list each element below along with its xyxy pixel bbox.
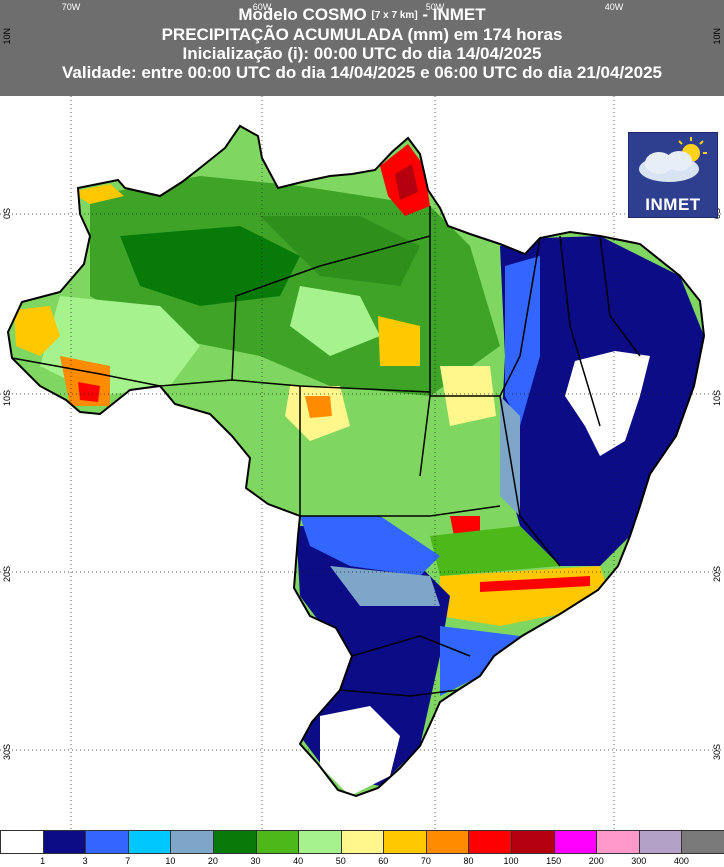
legend-swatch xyxy=(468,830,513,854)
precipitation-field xyxy=(8,126,704,796)
legend-swatch xyxy=(340,830,385,854)
legend-tick-label: 200 xyxy=(588,856,604,866)
model-name: Modelo COSMO xyxy=(238,5,367,24)
legend-swatch xyxy=(511,830,555,854)
lat-label-left-30s: 30S xyxy=(2,744,12,761)
map-header: Modelo COSMO [7 x 7 km] - INMET PRECIPIT… xyxy=(0,0,724,96)
legend-swatch xyxy=(681,830,724,854)
lat-label-right-30s: 30S xyxy=(712,744,722,761)
lon-label-60w: 60W xyxy=(252,2,272,12)
legend-tick-label: 10 xyxy=(165,856,176,866)
legend-swatch xyxy=(553,830,598,854)
state-borders xyxy=(11,206,641,697)
title-line-1: Modelo COSMO [7 x 7 km] - INMET xyxy=(0,0,724,25)
legend-tick-label: 60 xyxy=(378,856,389,866)
legend-swatch xyxy=(383,830,427,854)
legend-swatch xyxy=(0,830,44,854)
graticule xyxy=(0,96,724,830)
legend-swatch xyxy=(596,830,640,854)
legend-tick-label: 300 xyxy=(631,856,647,866)
legend-tick-label: 100 xyxy=(503,856,519,866)
precipitation-legend: 1 3 7 10 20 30 40 50 60 70 80 100 150 200 300 400 xyxy=(0,830,724,867)
legend-swatch xyxy=(170,830,214,854)
sun-cloud-icon xyxy=(639,137,707,182)
legend-tick-label: 30 xyxy=(250,856,261,866)
lat-label-left-20s: 20S xyxy=(2,566,12,583)
organization: - INMET xyxy=(422,5,486,24)
legend-swatch xyxy=(127,830,172,854)
lat-label-right-10s: 10S xyxy=(712,390,722,407)
legend-tick-label: 20 xyxy=(207,856,218,866)
lon-label-50w: 50W xyxy=(425,2,445,12)
legend-swatch xyxy=(638,830,683,854)
title-line-4: Validade: entre 00:00 UTC do dia 14/04/2… xyxy=(61,63,662,82)
lat-label-right-10n: 10N xyxy=(712,28,722,45)
title-line-2: PRECIPITAÇÃO ACUMULADA (mm) em 174 horas xyxy=(161,25,563,44)
legend-tick-label: 70 xyxy=(420,856,431,866)
legend-tick-label: 3 xyxy=(82,856,88,866)
legend-swatch xyxy=(42,830,87,854)
legend-swatch xyxy=(255,830,300,854)
lon-label-40w: 40W xyxy=(604,2,624,12)
legend-swatch xyxy=(425,830,470,854)
legend-tick-label: 50 xyxy=(335,856,346,866)
legend-swatch xyxy=(298,830,342,854)
legend-tick-label: 150 xyxy=(546,856,562,866)
lon-label-70w: 70W xyxy=(61,2,81,12)
precipitation-map xyxy=(0,96,724,830)
legend-tick-label: 1 xyxy=(40,856,46,866)
legend-swatch xyxy=(85,830,129,854)
lat-label-left-10n: 10N xyxy=(2,28,12,45)
legend-tick-label: 400 xyxy=(673,856,689,866)
legend-tick-label: 80 xyxy=(463,856,474,866)
legend-tick-label: 40 xyxy=(293,856,304,866)
lat-label-left-0s: 0S xyxy=(2,208,12,220)
legend-swatch xyxy=(212,830,257,854)
lat-label-left-10s: 10S xyxy=(2,390,12,407)
inmet-logo: INMET xyxy=(628,132,718,218)
logo-text: INMET xyxy=(645,195,701,214)
lat-label-right-20s: 20S xyxy=(712,566,722,583)
legend-tick-label: 7 xyxy=(125,856,131,866)
model-resolution: [7 x 7 km] xyxy=(371,10,418,21)
title-line-3: Inicialização (i): 00:00 UTC do dia 14/0… xyxy=(182,44,542,63)
